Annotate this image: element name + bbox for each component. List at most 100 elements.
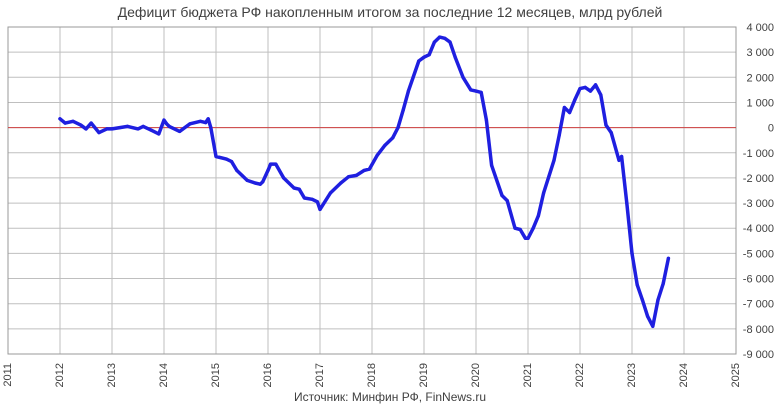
y-tick-label: 1 000 bbox=[746, 97, 774, 109]
data-point bbox=[258, 182, 262, 186]
data-point bbox=[594, 83, 598, 87]
data-point bbox=[583, 85, 587, 89]
data-point bbox=[209, 126, 213, 130]
data-point bbox=[328, 191, 332, 195]
data-point bbox=[640, 298, 645, 302]
data-point bbox=[406, 89, 410, 93]
data-point bbox=[230, 160, 234, 164]
data-point bbox=[240, 173, 244, 177]
data-point bbox=[126, 124, 130, 128]
y-tick-label: -2 000 bbox=[743, 173, 774, 185]
data-point bbox=[479, 90, 483, 94]
data-point bbox=[513, 226, 517, 230]
data-point bbox=[542, 191, 546, 195]
x-tick-label: 2015 bbox=[210, 363, 222, 387]
data-point bbox=[422, 55, 426, 59]
data-point bbox=[604, 123, 608, 127]
x-tick-label: 2012 bbox=[54, 363, 66, 387]
x-tick-label: 2024 bbox=[678, 363, 690, 387]
data-point bbox=[269, 162, 273, 166]
data-point bbox=[630, 251, 634, 255]
data-point bbox=[383, 143, 387, 147]
data-point bbox=[214, 154, 218, 159]
x-tick-label: 2023 bbox=[626, 363, 638, 387]
data-point bbox=[438, 35, 442, 39]
data-point bbox=[302, 196, 306, 200]
data-point bbox=[149, 128, 153, 132]
data-point bbox=[58, 117, 62, 121]
data-point bbox=[474, 89, 478, 93]
data-point bbox=[136, 127, 140, 131]
data-point bbox=[518, 227, 522, 232]
data-point bbox=[469, 88, 473, 92]
y-axis-tick-labels: 4 000 3 000 2 000 1 000 0 -1 000 -2 000 -3 000 -… bbox=[743, 22, 774, 361]
data-point bbox=[310, 197, 314, 201]
x-tick-label: 2022 bbox=[574, 363, 586, 387]
y-tick-label: 4 000 bbox=[746, 22, 774, 34]
data-point bbox=[448, 40, 452, 44]
data-point bbox=[167, 124, 171, 128]
data-point bbox=[165, 122, 169, 126]
data-point bbox=[531, 226, 535, 230]
data-point bbox=[347, 175, 351, 179]
data-point bbox=[401, 108, 405, 112]
data-point bbox=[71, 119, 75, 123]
data-point bbox=[443, 36, 447, 40]
data-point bbox=[282, 176, 286, 180]
x-tick-label: 2020 bbox=[470, 363, 482, 387]
data-point bbox=[178, 129, 182, 133]
series-line bbox=[58, 35, 671, 329]
data-point bbox=[157, 132, 161, 136]
x-tick-label: 2018 bbox=[366, 363, 378, 387]
data-point bbox=[557, 133, 561, 137]
data-point bbox=[523, 236, 528, 240]
data-point bbox=[578, 87, 582, 91]
y-tick-label: -3 000 bbox=[743, 198, 774, 210]
x-tick-label: 2013 bbox=[106, 363, 118, 387]
data-point bbox=[396, 126, 400, 130]
data-point bbox=[354, 173, 358, 177]
data-point bbox=[274, 162, 278, 166]
data-point bbox=[224, 157, 228, 161]
data-point bbox=[162, 118, 166, 122]
y-tick-label: 2 000 bbox=[746, 72, 774, 84]
data-point bbox=[188, 122, 192, 126]
data-point bbox=[620, 154, 624, 159]
y-tick-label: -6 000 bbox=[743, 274, 774, 286]
chart-title: Дефицит бюджета РФ накопленным итогом за… bbox=[117, 4, 663, 20]
data-point bbox=[666, 256, 671, 260]
x-tick-label: 2019 bbox=[418, 363, 430, 387]
data-point bbox=[105, 127, 109, 131]
data-point bbox=[484, 118, 488, 122]
x-tick-label: 2025 bbox=[730, 363, 742, 387]
data-point bbox=[599, 93, 603, 97]
data-point bbox=[500, 193, 504, 198]
data-point bbox=[490, 163, 494, 167]
data-point bbox=[573, 98, 577, 102]
data-point bbox=[536, 214, 541, 218]
data-point bbox=[656, 298, 660, 302]
data-point bbox=[505, 199, 509, 203]
data-point bbox=[617, 158, 621, 162]
data-point bbox=[261, 180, 265, 184]
data-point bbox=[339, 181, 343, 185]
data-point bbox=[206, 117, 210, 121]
x-tick-label: 2011 bbox=[2, 363, 14, 387]
data-point bbox=[391, 136, 395, 140]
x-tick-label: 2016 bbox=[262, 363, 274, 387]
x-tick-label: 2014 bbox=[158, 363, 170, 387]
y-tick-label: -5 000 bbox=[743, 248, 774, 260]
data-point bbox=[432, 40, 436, 44]
data-point bbox=[635, 283, 639, 287]
data-point bbox=[245, 178, 249, 182]
y-tick-label: 0 bbox=[768, 123, 774, 135]
data-point bbox=[552, 158, 556, 162]
y-tick-label: -7 000 bbox=[743, 299, 774, 311]
data-point bbox=[141, 124, 145, 128]
data-point bbox=[453, 55, 457, 59]
y-tick-label: -1 000 bbox=[743, 148, 774, 160]
data-point bbox=[297, 187, 301, 191]
chart-source: Источник: Минфин РФ, FinNews.ru bbox=[293, 390, 487, 404]
y-tick-label: 3 000 bbox=[746, 47, 774, 59]
